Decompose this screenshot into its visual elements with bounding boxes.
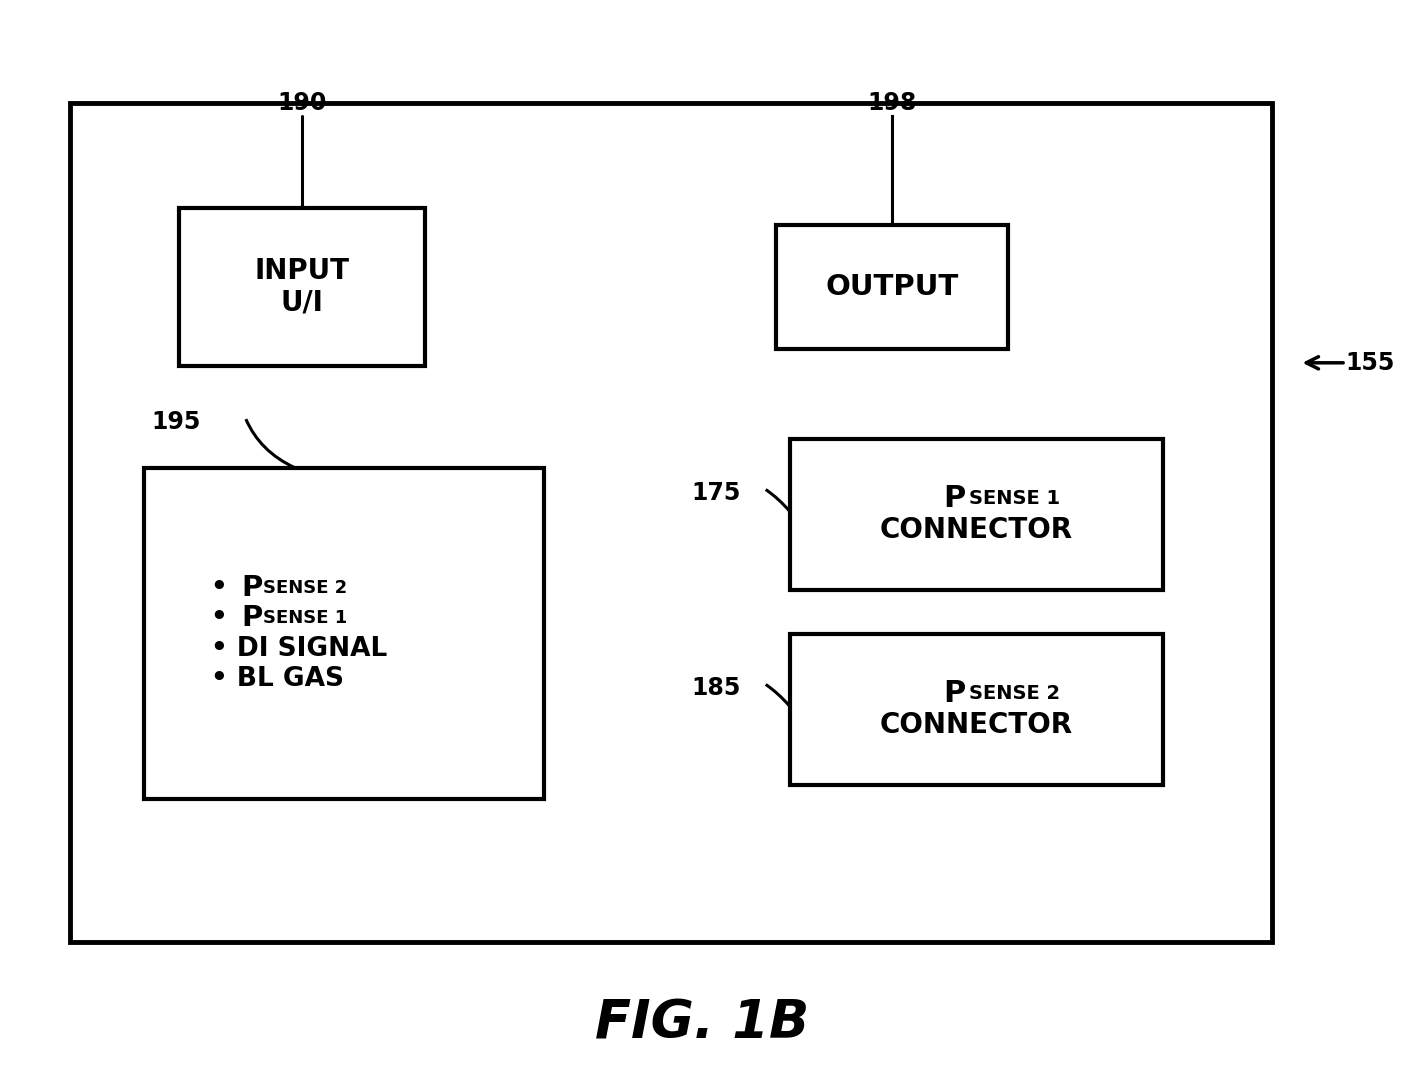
Text: INPUT: INPUT (254, 257, 350, 285)
Bar (180, 208, 424, 366)
Text: P: P (943, 679, 965, 708)
Bar (790, 634, 1163, 785)
Text: FIG. 1B: FIG. 1B (596, 997, 809, 1049)
Text: •: • (211, 605, 236, 631)
Text: 185: 185 (691, 676, 742, 700)
Text: 155: 155 (1345, 351, 1395, 375)
Text: 190: 190 (277, 91, 327, 115)
Text: • BL GAS: • BL GAS (211, 666, 344, 692)
Text: •: • (211, 575, 236, 601)
Text: SENSE 1: SENSE 1 (969, 490, 1061, 508)
Text: SENSE 2: SENSE 2 (263, 579, 347, 597)
Text: P: P (943, 484, 965, 513)
Text: 175: 175 (691, 481, 742, 505)
Text: P: P (242, 604, 263, 632)
Text: CONNECTOR: CONNECTOR (880, 712, 1073, 740)
Text: • DI SIGNAL: • DI SIGNAL (211, 636, 386, 662)
Bar (70, 103, 1272, 942)
Bar (145, 469, 544, 799)
Text: P: P (242, 574, 263, 602)
Text: 198: 198 (867, 91, 917, 115)
Text: 195: 195 (150, 410, 201, 434)
Text: SENSE 2: SENSE 2 (969, 684, 1061, 703)
Bar (776, 225, 1009, 349)
Text: OUTPUT: OUTPUT (826, 273, 958, 301)
Text: CONNECTOR: CONNECTOR (880, 517, 1073, 545)
Text: U/I: U/I (281, 289, 323, 317)
Text: SENSE 1: SENSE 1 (263, 610, 347, 627)
Bar (790, 439, 1163, 590)
